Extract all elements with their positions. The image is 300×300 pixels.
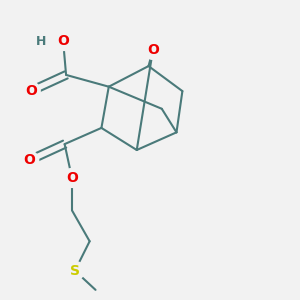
Circle shape [143,40,162,59]
Text: O: O [23,153,35,167]
Circle shape [20,151,39,170]
Circle shape [54,32,73,50]
Circle shape [21,82,40,100]
Circle shape [65,261,84,280]
Text: S: S [70,264,80,278]
Text: O: O [147,43,159,57]
Text: O: O [57,34,69,48]
Text: H: H [36,34,46,48]
Text: O: O [25,84,37,98]
Text: O: O [66,171,78,185]
Circle shape [62,169,81,188]
